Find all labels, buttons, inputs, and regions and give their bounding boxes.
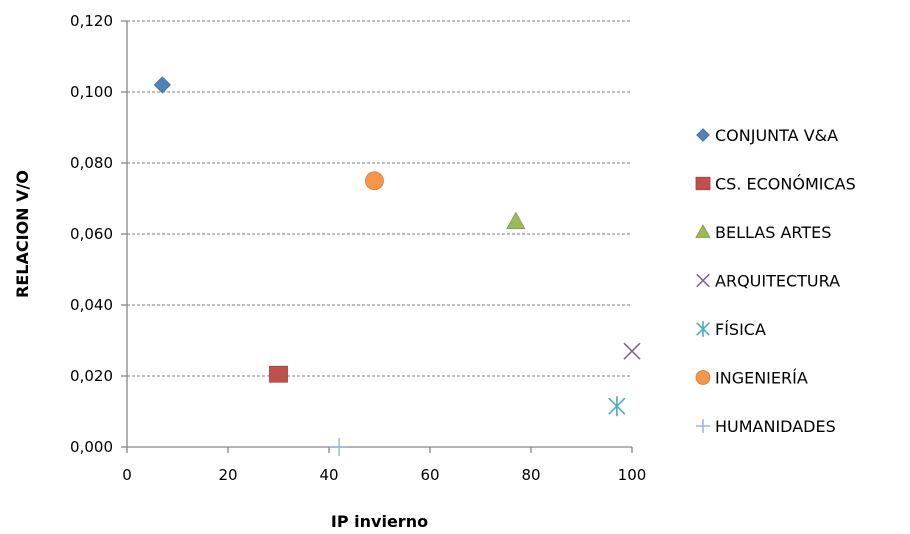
legend-label: FÍSICA	[715, 320, 766, 339]
data-point-circle	[365, 171, 384, 191]
legend-label: BELLAS ARTES	[715, 223, 831, 242]
legend-marker-x	[696, 273, 710, 288]
x-tick-label: 20	[218, 466, 237, 484]
data-points	[153, 76, 641, 456]
y-tick-label: 0,100	[70, 83, 113, 101]
x-tick-label: 60	[420, 466, 439, 484]
legend-item: ARQUITECTURA	[696, 272, 840, 291]
y-tick-label: 0,080	[70, 154, 113, 172]
data-point-x	[623, 342, 641, 360]
legend-label: CONJUNTA V&A	[715, 126, 838, 145]
legend-marker-asterisk	[696, 321, 710, 337]
x-tick-label: 0	[122, 466, 132, 484]
x-tick-label: 40	[319, 466, 338, 484]
legend-item: CS. ECONÓMICAS	[695, 175, 856, 194]
data-point-diamond	[153, 76, 171, 94]
legend-label: CS. ECONÓMICAS	[715, 175, 856, 194]
x-tick-label: 100	[618, 466, 647, 484]
legend-item: CONJUNTA V&A	[696, 126, 838, 145]
data-point-plus	[330, 438, 349, 456]
legend-item: INGENIERÍA	[695, 369, 808, 388]
legend-marker-circle	[695, 370, 711, 385]
legend-marker-plus	[695, 418, 711, 434]
legend-marker-square	[695, 176, 711, 191]
legend-item: FÍSICA	[696, 320, 766, 339]
legend: CONJUNTA V&A CS. ECONÓMICAS BELLAS ARTES AR…	[695, 126, 856, 436]
data-point-square	[269, 365, 288, 383]
axes	[121, 20, 633, 453]
legend-label: INGENIERÍA	[715, 369, 808, 388]
y-tick-label: 0,040	[70, 296, 113, 314]
legend-item: BELLAS ARTES	[695, 223, 831, 242]
legend-marker-diamond	[696, 128, 710, 142]
legend-item: HUMANIDADES	[695, 417, 836, 436]
y-tick-label: 0,060	[70, 225, 113, 243]
legend-label: HUMANIDADES	[715, 417, 836, 436]
legend-marker-triangle	[695, 224, 711, 238]
x-tick-label: 80	[521, 466, 540, 484]
data-point-asterisk	[608, 396, 626, 417]
y-tick-label: 0,020	[70, 367, 113, 385]
y-tick-label: 0,000	[70, 438, 113, 456]
gridlines	[127, 20, 632, 377]
y-tick-label: 0,120	[70, 12, 113, 30]
data-point-triangle	[506, 211, 526, 229]
tick-labels: 0,000 0,020 0,040 0,060 0,080 0,100 0,120 0 20 40…	[70, 12, 646, 484]
legend-label: ARQUITECTURA	[715, 272, 840, 291]
y-axis-title: RELACION V/O	[13, 170, 32, 298]
x-axis-title: IP invierno	[331, 512, 428, 531]
